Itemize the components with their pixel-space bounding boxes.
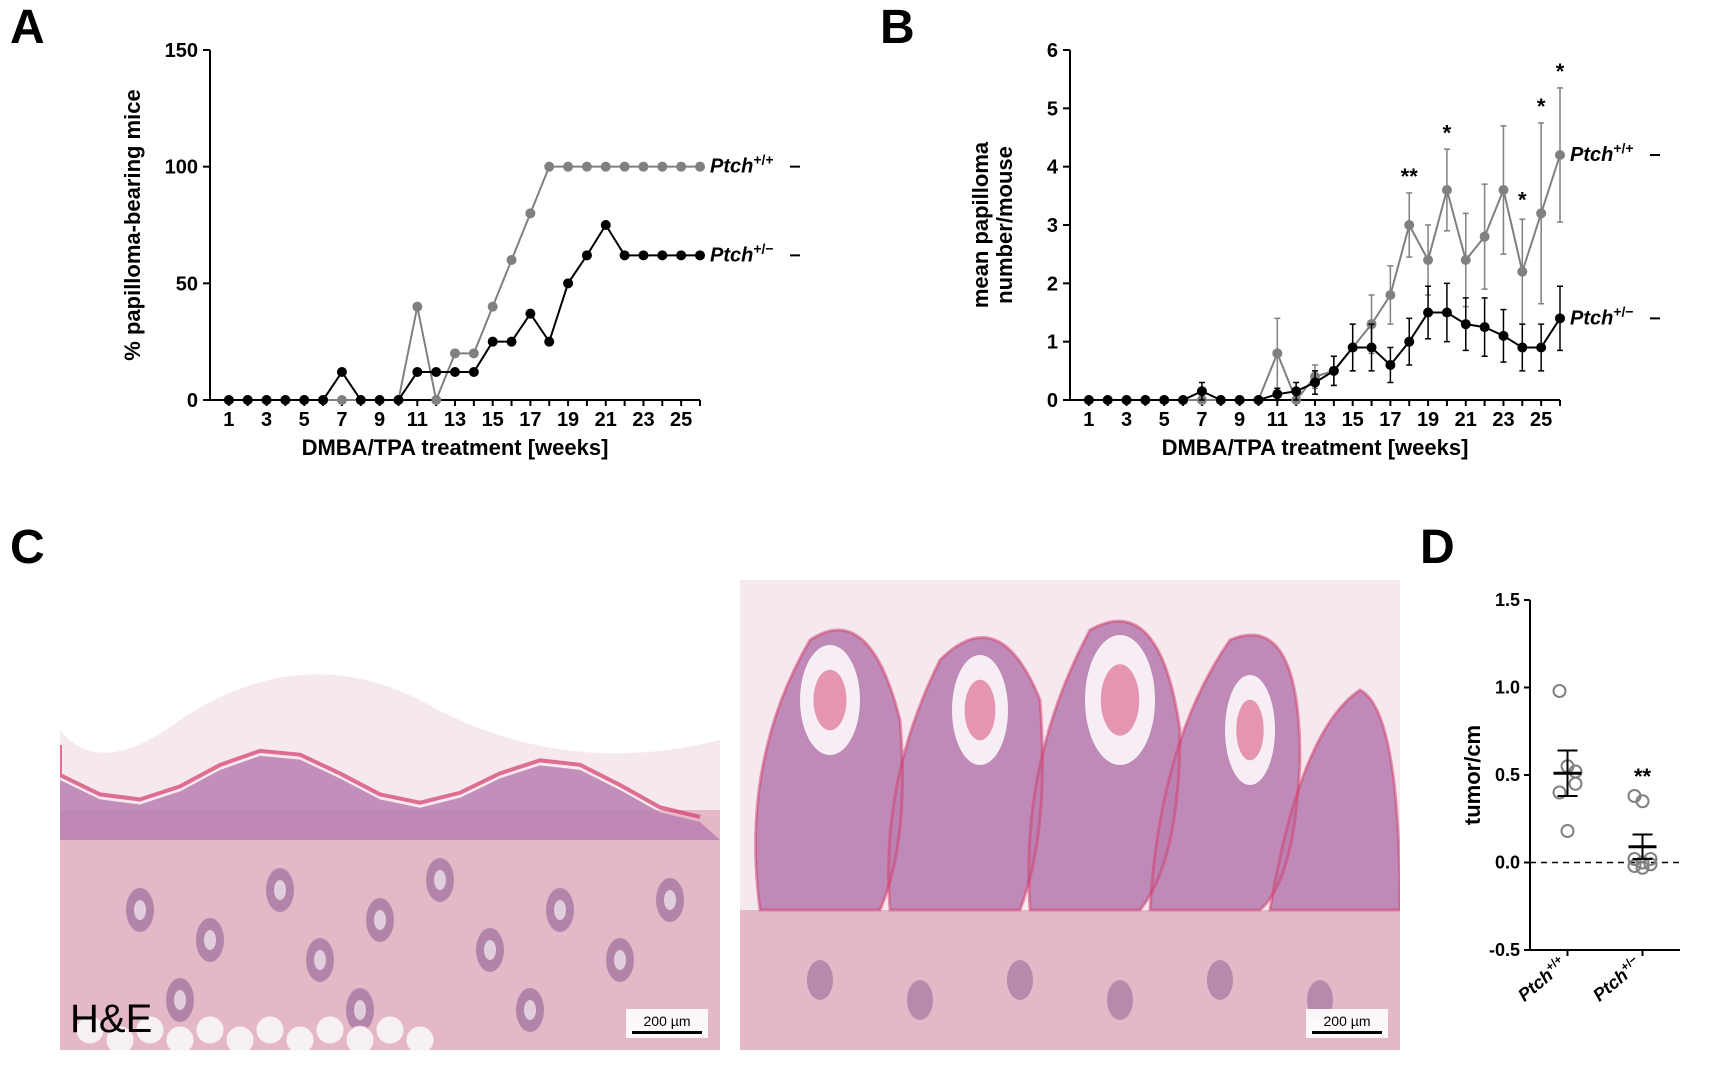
- svg-text:11: 11: [1267, 409, 1288, 431]
- svg-text:25: 25: [670, 409, 692, 431]
- svg-text:17: 17: [519, 409, 541, 431]
- chart-d: -0.5 0.0 0.5 1.0 1.5 tumor/cm Ptch+/+ Ptch+/− **: [1460, 580, 1700, 1040]
- svg-text:5: 5: [1159, 409, 1170, 431]
- svg-text:*: *: [1518, 188, 1527, 213]
- svg-text:6: 6: [1047, 40, 1058, 62]
- svg-text:25: 25: [1530, 409, 1552, 431]
- svg-text:7: 7: [336, 409, 347, 431]
- svg-text:23: 23: [632, 409, 654, 431]
- svg-text:*: *: [1443, 120, 1452, 145]
- svg-text:DMBA/TPA treatment [weeks]: DMBA/TPA treatment [weeks]: [302, 435, 609, 460]
- svg-text:23: 23: [1492, 409, 1514, 431]
- svg-text:Ptch+/+: Ptch+/+: [710, 152, 774, 178]
- svg-text:21: 21: [1455, 409, 1477, 431]
- svg-text:9: 9: [1234, 409, 1245, 431]
- scalebar-text: 200 µm: [1324, 1013, 1371, 1029]
- svg-text:5: 5: [299, 409, 310, 431]
- svg-text:0: 0: [187, 390, 198, 412]
- svg-text:1.5: 1.5: [1495, 590, 1520, 610]
- svg-text:4: 4: [1047, 157, 1059, 179]
- svg-text:17: 17: [1379, 409, 1401, 431]
- panel-label-b: B: [880, 0, 915, 55]
- svg-text:Ptch+/−: Ptch+/−: [1570, 303, 1634, 329]
- scalebar-line: [1312, 1031, 1382, 1034]
- svg-text:0.0: 0.0: [1495, 853, 1520, 873]
- svg-text:0: 0: [1047, 390, 1058, 412]
- svg-text:**: **: [1634, 764, 1652, 789]
- svg-text:19: 19: [557, 409, 579, 431]
- scalebar-text: 200 µm: [644, 1013, 691, 1029]
- scalebar-line: [632, 1031, 702, 1034]
- micrograph-left: H&E 200 µm: [60, 580, 720, 1050]
- svg-text:mean papilloma: mean papilloma: [968, 141, 993, 308]
- svg-text:13: 13: [1304, 409, 1326, 431]
- panel-label-c: C: [10, 520, 45, 575]
- svg-text:**: **: [1401, 164, 1419, 189]
- svg-text:-0.5: -0.5: [1489, 940, 1520, 960]
- svg-text:15: 15: [482, 409, 504, 431]
- chart-a: 050100150135791113151719212325DMBA/TPA t…: [100, 20, 800, 480]
- svg-text:Ptch+/+: Ptch+/+: [1570, 140, 1634, 166]
- svg-text:13: 13: [444, 409, 466, 431]
- svg-text:*: *: [1537, 94, 1546, 119]
- svg-text:tumor/cm: tumor/cm: [1460, 725, 1485, 825]
- svg-text:21: 21: [595, 409, 617, 431]
- he-label: H&E: [70, 997, 152, 1042]
- svg-text:Ptch+/−: Ptch+/−: [1588, 952, 1645, 1005]
- svg-text:50: 50: [176, 273, 198, 295]
- svg-text:100: 100: [165, 157, 198, 179]
- svg-text:3: 3: [1121, 409, 1132, 431]
- svg-text:1: 1: [223, 409, 234, 431]
- svg-text:1: 1: [1047, 332, 1058, 354]
- panel-label-a: A: [10, 0, 45, 55]
- svg-text:0.5: 0.5: [1495, 765, 1520, 785]
- svg-text:% papilloma-bearing mice: % papilloma-bearing mice: [120, 89, 145, 360]
- svg-text:Ptch+/+: Ptch+/+: [1513, 952, 1570, 1005]
- scalebar-left: 200 µm: [626, 1009, 708, 1038]
- micrograph-right: 200 µm: [740, 580, 1400, 1050]
- svg-text:3: 3: [261, 409, 272, 431]
- scalebar-right: 200 µm: [1306, 1009, 1388, 1038]
- svg-text:2: 2: [1047, 273, 1058, 295]
- svg-text:11: 11: [407, 409, 428, 431]
- svg-text:150: 150: [165, 40, 198, 62]
- svg-text:Ptch+/−: Ptch+/−: [710, 240, 774, 266]
- svg-text:1: 1: [1083, 409, 1094, 431]
- svg-text:DMBA/TPA treatment [weeks]: DMBA/TPA treatment [weeks]: [1162, 435, 1469, 460]
- svg-text:19: 19: [1417, 409, 1439, 431]
- chart-b: 0123456135791113151719212325DMBA/TPA tre…: [960, 20, 1660, 480]
- svg-text:5: 5: [1047, 98, 1058, 120]
- svg-text:number/mouse: number/mouse: [992, 146, 1017, 304]
- svg-text:15: 15: [1342, 409, 1364, 431]
- svg-text:7: 7: [1196, 409, 1207, 431]
- svg-text:3: 3: [1047, 215, 1058, 237]
- panel-label-d: D: [1420, 520, 1455, 575]
- svg-text:*: *: [1556, 59, 1565, 84]
- svg-text:9: 9: [374, 409, 385, 431]
- svg-text:1.0: 1.0: [1495, 678, 1520, 698]
